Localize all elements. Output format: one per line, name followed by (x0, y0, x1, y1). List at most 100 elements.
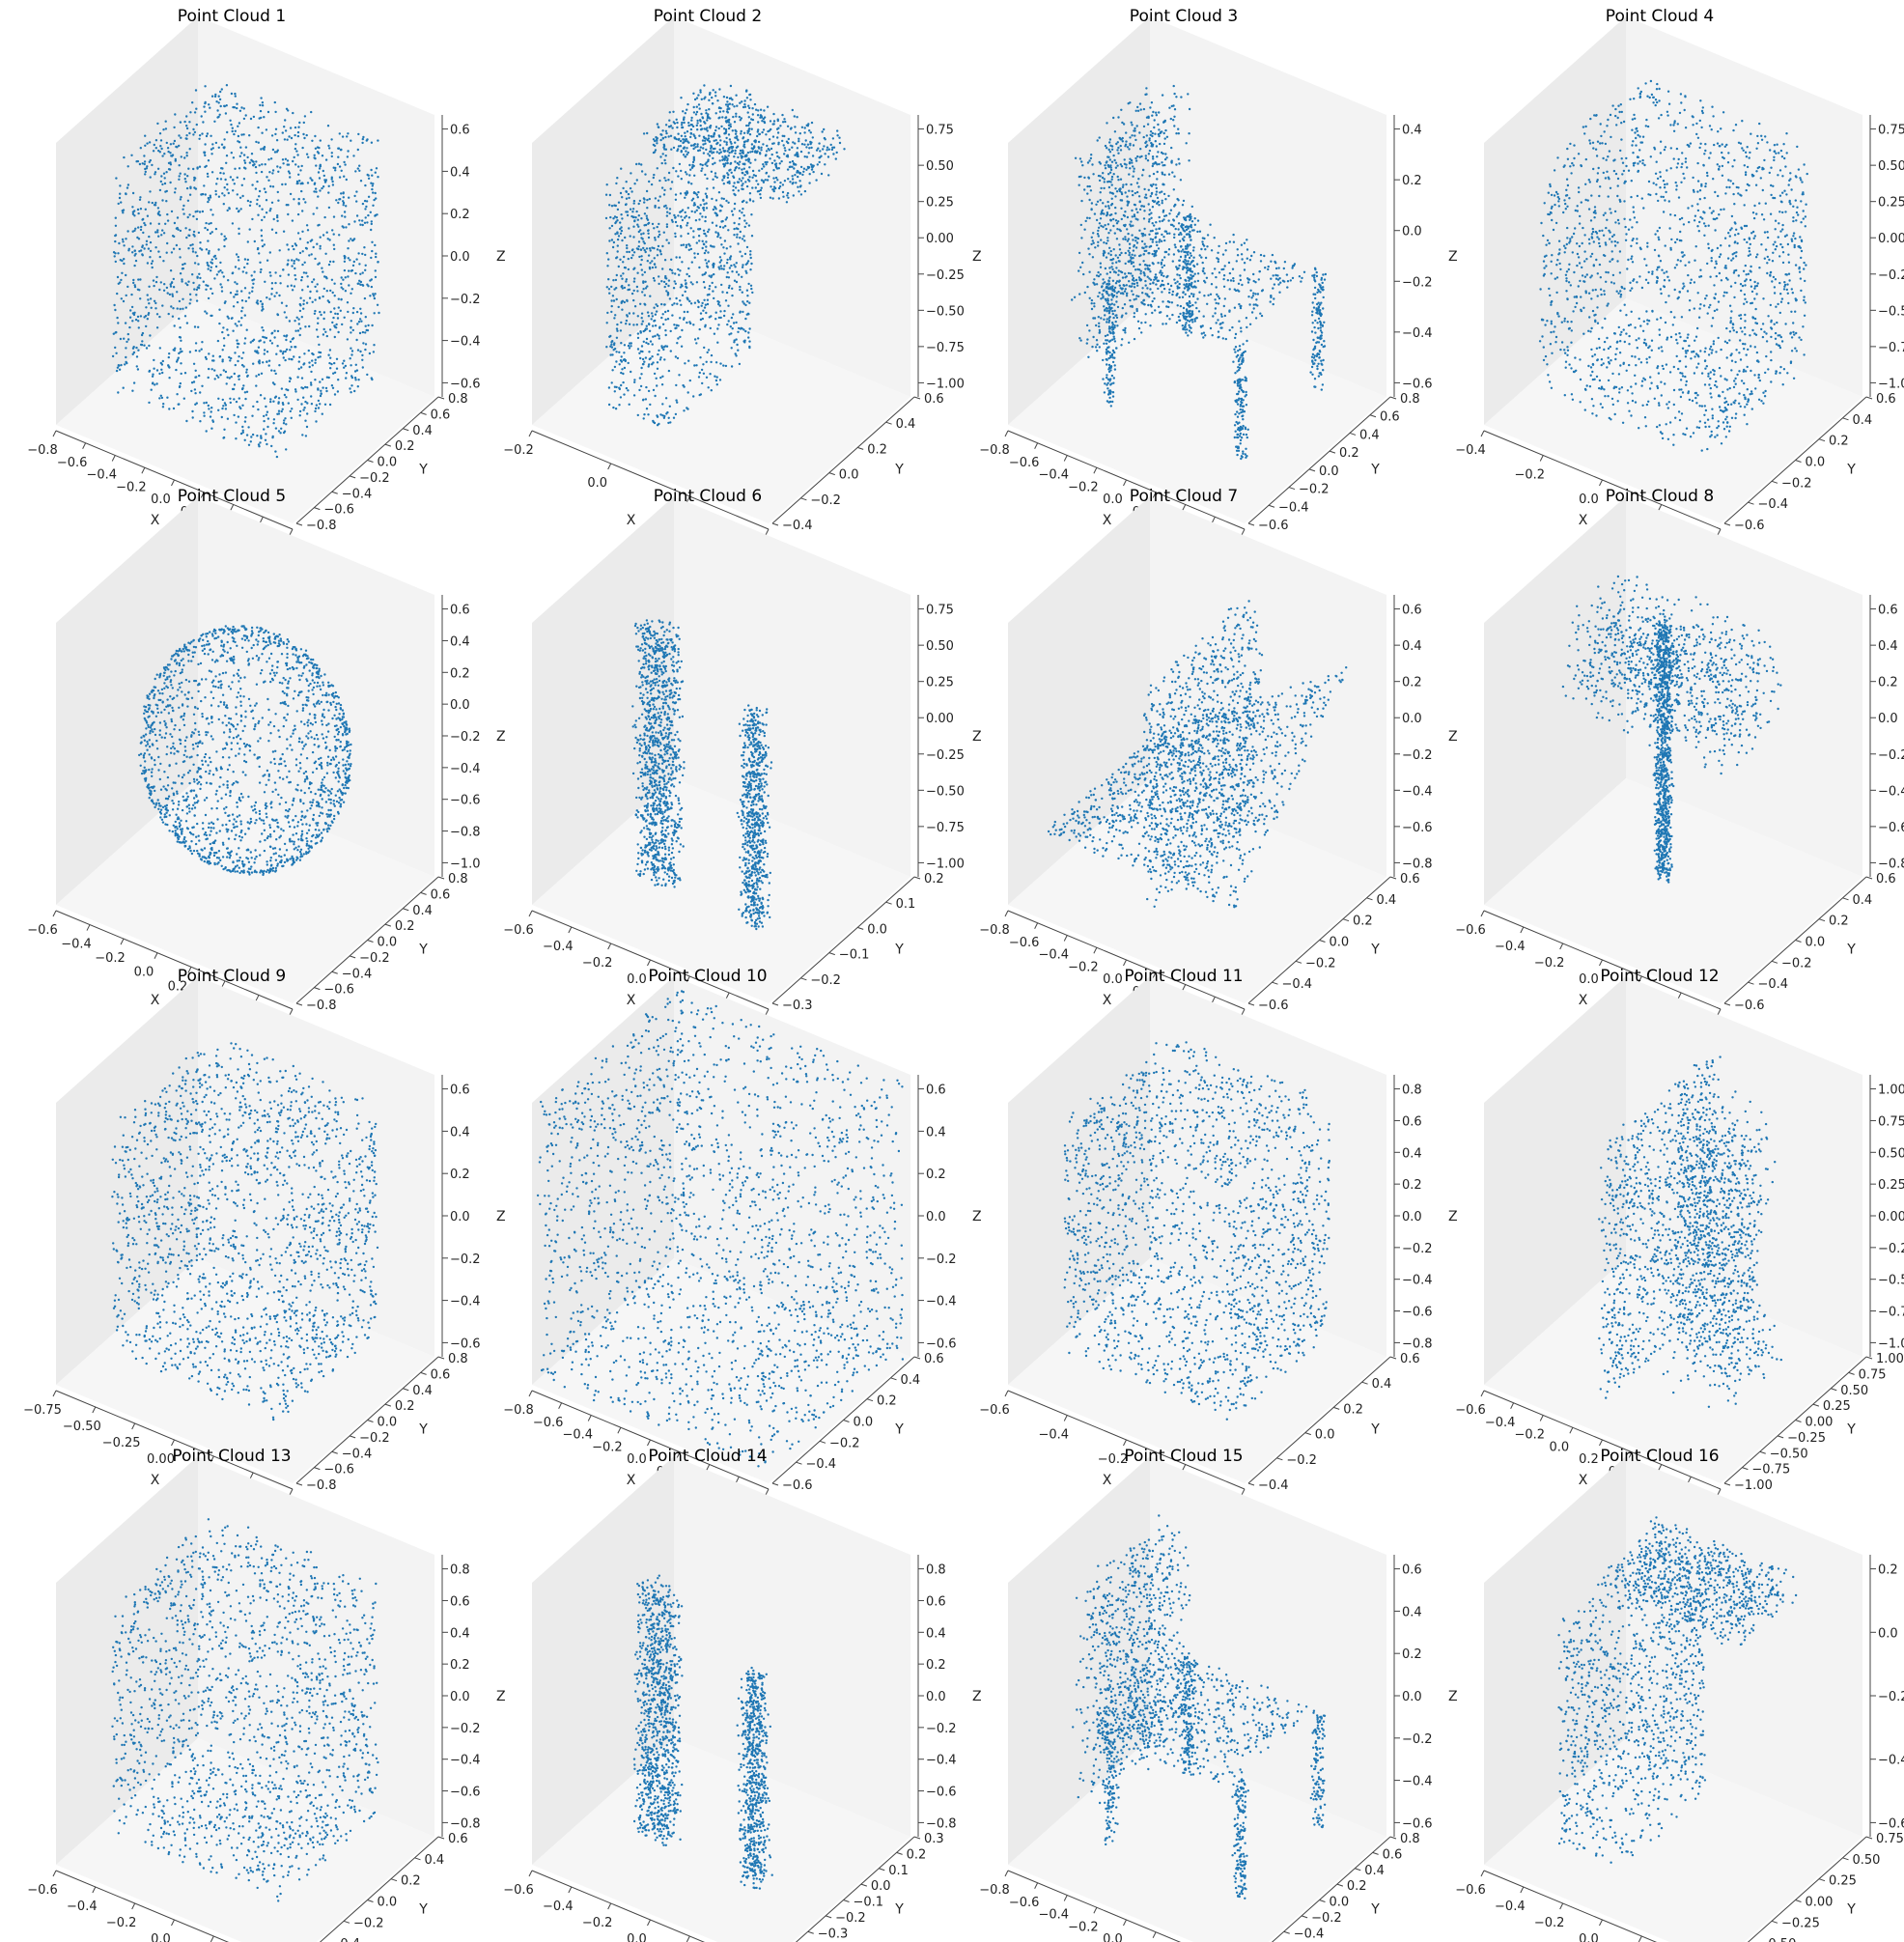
point (298, 309, 302, 313)
point (1114, 219, 1118, 222)
point (727, 304, 730, 307)
point (1166, 282, 1170, 286)
point (258, 252, 261, 255)
point (674, 355, 678, 358)
point (743, 105, 747, 108)
point (770, 185, 772, 188)
point (664, 204, 667, 208)
point (1183, 287, 1187, 290)
point (137, 278, 140, 281)
point (679, 269, 682, 272)
point (1170, 104, 1174, 108)
point (1302, 270, 1306, 273)
point (282, 356, 285, 359)
point (1079, 266, 1082, 268)
point (691, 197, 695, 200)
point (656, 304, 659, 308)
point (719, 259, 723, 262)
point (742, 140, 746, 144)
point (161, 199, 164, 202)
point (276, 215, 279, 219)
point (710, 170, 714, 173)
point (1158, 215, 1161, 219)
point (223, 301, 227, 304)
point (730, 316, 734, 320)
point (728, 284, 731, 288)
point (211, 213, 214, 216)
point (193, 179, 196, 182)
point (1108, 191, 1112, 194)
point (188, 234, 191, 238)
point (167, 364, 170, 367)
point (644, 250, 647, 254)
point (1170, 301, 1174, 304)
point (195, 123, 198, 127)
point (233, 132, 236, 136)
point (352, 155, 355, 157)
point (302, 299, 305, 302)
point (1260, 314, 1264, 318)
z-tick-label: 0.0 (450, 250, 470, 265)
point (119, 184, 122, 187)
point (219, 171, 222, 175)
point (219, 104, 222, 108)
point (640, 312, 644, 315)
point (312, 245, 315, 249)
point (217, 270, 220, 273)
point (661, 244, 664, 248)
point (131, 389, 134, 392)
point (156, 229, 159, 232)
point (1161, 202, 1163, 205)
point (652, 420, 655, 424)
point (652, 143, 656, 147)
point (1216, 293, 1218, 296)
point (735, 146, 739, 149)
point (232, 156, 236, 159)
point (741, 266, 744, 268)
point (1074, 156, 1078, 159)
point (615, 216, 618, 219)
point (1111, 310, 1114, 313)
point (665, 207, 668, 210)
point (371, 184, 374, 187)
point (698, 107, 701, 110)
point (632, 215, 635, 218)
point (300, 377, 304, 380)
point (714, 199, 718, 202)
point (702, 152, 706, 155)
point (310, 383, 313, 386)
point (287, 212, 290, 216)
point (305, 153, 309, 155)
point (332, 372, 335, 375)
point (1107, 303, 1110, 306)
point (769, 157, 771, 160)
point (154, 383, 156, 386)
point (1163, 173, 1166, 177)
point (789, 165, 792, 168)
point (1138, 102, 1142, 105)
point (149, 240, 153, 244)
point (674, 216, 677, 219)
point (1111, 279, 1115, 282)
point (361, 271, 364, 274)
point (1113, 324, 1116, 327)
point (213, 254, 217, 258)
point (1117, 269, 1121, 272)
point (635, 162, 638, 166)
point (733, 105, 736, 108)
point (735, 112, 738, 116)
point (1154, 273, 1158, 276)
point (620, 229, 624, 233)
point (659, 133, 662, 136)
point (742, 302, 745, 305)
point (296, 232, 300, 235)
point (269, 398, 272, 401)
point (654, 206, 657, 209)
point (648, 197, 651, 201)
point (370, 228, 373, 232)
point (628, 403, 630, 406)
point (311, 139, 314, 142)
point (726, 157, 729, 160)
point (306, 229, 310, 232)
point (149, 190, 152, 193)
